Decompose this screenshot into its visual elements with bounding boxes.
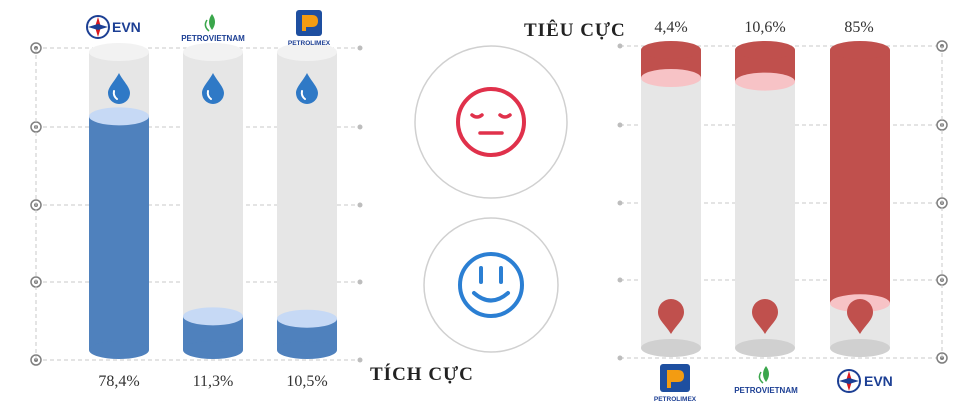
negative-value-label: 85% xyxy=(844,19,874,36)
bar-tube xyxy=(735,50,795,348)
grid-end-dot xyxy=(617,122,623,128)
map-pin-icon xyxy=(658,299,684,334)
bar-tube-base xyxy=(735,339,795,357)
evn-logo: EVN xyxy=(86,15,141,39)
grid-end-dot xyxy=(357,202,363,208)
negative-bar xyxy=(641,41,701,357)
svg-text:PETROLIMEX: PETROLIMEX xyxy=(288,40,331,47)
petrolimex-logo: PETROLIMEX xyxy=(654,364,697,403)
bar-base xyxy=(89,341,149,359)
bar-fill-top xyxy=(641,69,701,87)
petrolimex-logo: PETROLIMEX xyxy=(288,10,331,47)
negative-bar xyxy=(830,41,890,357)
positive-bar xyxy=(183,43,243,359)
evn-logo: EVN xyxy=(837,369,893,393)
map-pin-icon xyxy=(847,299,873,334)
bar-tube-top xyxy=(89,43,149,61)
negative-bars xyxy=(641,41,890,357)
water-drop-highlight xyxy=(206,90,212,100)
grid-end-dot xyxy=(617,43,623,49)
grid-end-dot xyxy=(357,45,363,51)
map-pin-icon xyxy=(752,299,778,334)
water-drop-highlight xyxy=(300,90,306,100)
svg-text:PETROVIETNAM: PETROVIETNAM xyxy=(181,34,245,43)
bar-fill xyxy=(89,116,149,350)
bar-tube-base xyxy=(830,339,890,357)
negative-bar xyxy=(735,41,795,357)
petrovietnam-logo: PETROVIETNAM xyxy=(734,366,798,395)
petrovietnam-logo: PETROVIETNAM xyxy=(181,14,245,43)
svg-text:PETROVIETNAM: PETROVIETNAM xyxy=(734,386,798,395)
negative-value-label: 4,4% xyxy=(654,19,688,36)
positive-bar xyxy=(277,43,337,359)
bar-fill-top xyxy=(735,72,795,91)
negative-chart-title: TIÊU CỰC xyxy=(524,20,626,41)
svg-text:EVN: EVN xyxy=(864,373,893,389)
smile-face-icon xyxy=(423,217,559,353)
bar-fill-cap xyxy=(735,41,795,59)
positive-value-label: 11,3% xyxy=(192,373,234,390)
bar-fill-top xyxy=(277,309,337,328)
svg-text:PETROLIMEX: PETROLIMEX xyxy=(654,396,697,403)
positive-value-label: 78,4% xyxy=(98,373,140,390)
bar-tube-top xyxy=(277,43,337,61)
grid-end-dot xyxy=(617,355,623,361)
positive-chart-title: TÍCH CỰC xyxy=(370,364,474,385)
grid-end-dot xyxy=(617,200,623,206)
bar-tube-base xyxy=(641,339,701,357)
bar-tube-top xyxy=(183,43,243,61)
bar-fill xyxy=(830,50,890,304)
grid-end-dot xyxy=(357,357,363,363)
negative-value-label: 10,6% xyxy=(744,19,786,36)
svg-text:EVN: EVN xyxy=(112,19,141,35)
bar-fill-cap xyxy=(830,41,890,59)
grid-end-dot xyxy=(357,124,363,130)
water-drop-highlight xyxy=(112,90,118,100)
bar-base xyxy=(183,341,243,359)
bar-base xyxy=(277,341,337,359)
sad-face-icon xyxy=(414,45,568,199)
bar-fill-top xyxy=(89,107,149,126)
bar-fill-top xyxy=(183,307,243,326)
bar-fill-cap xyxy=(641,41,701,59)
grid-end-dot xyxy=(617,277,623,283)
bar-tube xyxy=(641,50,701,348)
positive-bar xyxy=(89,43,149,359)
grid-end-dot xyxy=(357,279,363,285)
positive-value-label: 10,5% xyxy=(286,373,328,390)
positive-bars xyxy=(89,43,337,359)
